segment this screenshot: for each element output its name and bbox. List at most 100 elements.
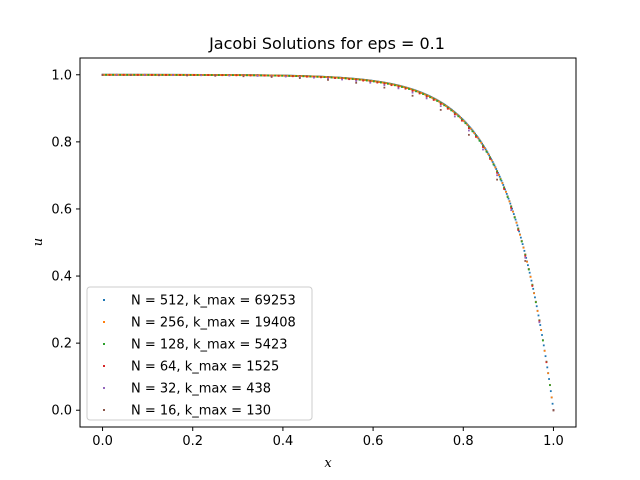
- data-point: [239, 74, 241, 77]
- data-point: [221, 74, 224, 77]
- x-tick-label: 0.0: [92, 434, 113, 449]
- data-point: [524, 256, 527, 259]
- data-point: [233, 74, 236, 76]
- data-point: [418, 92, 421, 95]
- data-point: [179, 74, 181, 76]
- legend: N = 512, k_max = 69253 N = 256, k_max = 1…: [86, 286, 313, 421]
- data-point: [168, 73, 171, 76]
- data-point: [534, 301, 537, 304]
- data-point: [523, 249, 526, 252]
- data-point: [520, 240, 523, 243]
- data-point: [367, 79, 370, 82]
- data-point: [510, 206, 513, 208]
- data-point: [105, 73, 107, 76]
- data-point: [302, 75, 305, 78]
- data-point: [166, 73, 169, 76]
- data-point: [505, 193, 508, 195]
- data-point: [173, 73, 176, 76]
- x-tick-label: 0.4: [273, 434, 294, 449]
- data-point: [439, 102, 442, 104]
- data-point: [487, 153, 490, 156]
- data-point: [473, 132, 476, 134]
- data-point: [203, 74, 206, 76]
- data-point: [545, 361, 548, 364]
- data-point: [113, 73, 116, 76]
- data-point: [482, 146, 484, 148]
- legend-label: N = 16, k_max = 130: [131, 404, 271, 419]
- data-point: [246, 74, 248, 77]
- data-point: [539, 324, 542, 326]
- data-point: [149, 73, 152, 76]
- data-point: [388, 82, 391, 85]
- data-point: [260, 74, 262, 77]
- data-point: [163, 73, 166, 76]
- data-point: [115, 74, 118, 76]
- data-point: [106, 73, 109, 76]
- data-point: [534, 296, 536, 299]
- data-point: [546, 366, 549, 369]
- data-point: [325, 76, 328, 78]
- data-point: [145, 73, 148, 76]
- data-point: [436, 100, 439, 102]
- data-point: [425, 95, 428, 98]
- data-point: [390, 84, 393, 87]
- data-point: [484, 148, 487, 151]
- data-point: [247, 74, 250, 77]
- data-point: [210, 74, 213, 76]
- data-point: [214, 74, 217, 77]
- data-point: [543, 349, 546, 352]
- data-point: [468, 129, 470, 132]
- data-point: [477, 137, 480, 140]
- legend-label: N = 32, k_max = 438: [131, 382, 271, 397]
- data-point: [427, 95, 430, 97]
- data-point: [307, 75, 310, 78]
- data-point: [293, 75, 296, 77]
- data-point: [524, 254, 527, 257]
- data-point: [532, 287, 535, 290]
- data-point: [129, 74, 132, 76]
- data-point: [334, 77, 336, 79]
- data-point: [279, 74, 282, 77]
- data-point: [272, 74, 275, 77]
- data-point: [547, 372, 550, 375]
- data-point: [209, 74, 211, 76]
- data-point: [295, 75, 298, 77]
- data-point: [136, 73, 139, 76]
- data-point: [549, 384, 551, 387]
- data-point: [103, 73, 106, 76]
- data-point: [408, 88, 410, 90]
- data-point: [263, 74, 266, 77]
- data-point: [541, 339, 544, 342]
- data-point: [475, 135, 477, 138]
- data-point: [517, 228, 520, 230]
- data-point: [298, 76, 301, 78]
- data-point: [425, 97, 428, 100]
- data-point: [462, 119, 465, 122]
- data-point: [441, 102, 444, 105]
- data-point: [519, 236, 522, 239]
- data-point: [224, 74, 227, 76]
- data-point: [513, 216, 516, 219]
- data-point: [369, 80, 372, 83]
- data-point: [258, 74, 261, 77]
- data-point: [531, 285, 534, 287]
- data-point: [235, 74, 238, 77]
- data-point: [200, 74, 203, 77]
- data-point: [314, 75, 317, 78]
- data-point: [300, 75, 303, 77]
- data-point: [481, 142, 484, 145]
- data-point: [328, 76, 331, 79]
- data-point: [198, 74, 201, 76]
- x-tick-label: 0.8: [453, 434, 474, 449]
- data-point: [187, 73, 190, 76]
- data-point: [448, 107, 451, 110]
- data-point: [251, 74, 254, 77]
- data-point: [397, 87, 400, 90]
- data-point: [455, 113, 458, 116]
- data-point: [344, 77, 347, 80]
- y-tick-label: 0.4: [51, 270, 72, 285]
- data-point: [457, 115, 460, 118]
- data-point: [453, 113, 456, 116]
- data-point: [152, 73, 155, 76]
- legend-label: N = 128, k_max = 5423: [131, 338, 288, 353]
